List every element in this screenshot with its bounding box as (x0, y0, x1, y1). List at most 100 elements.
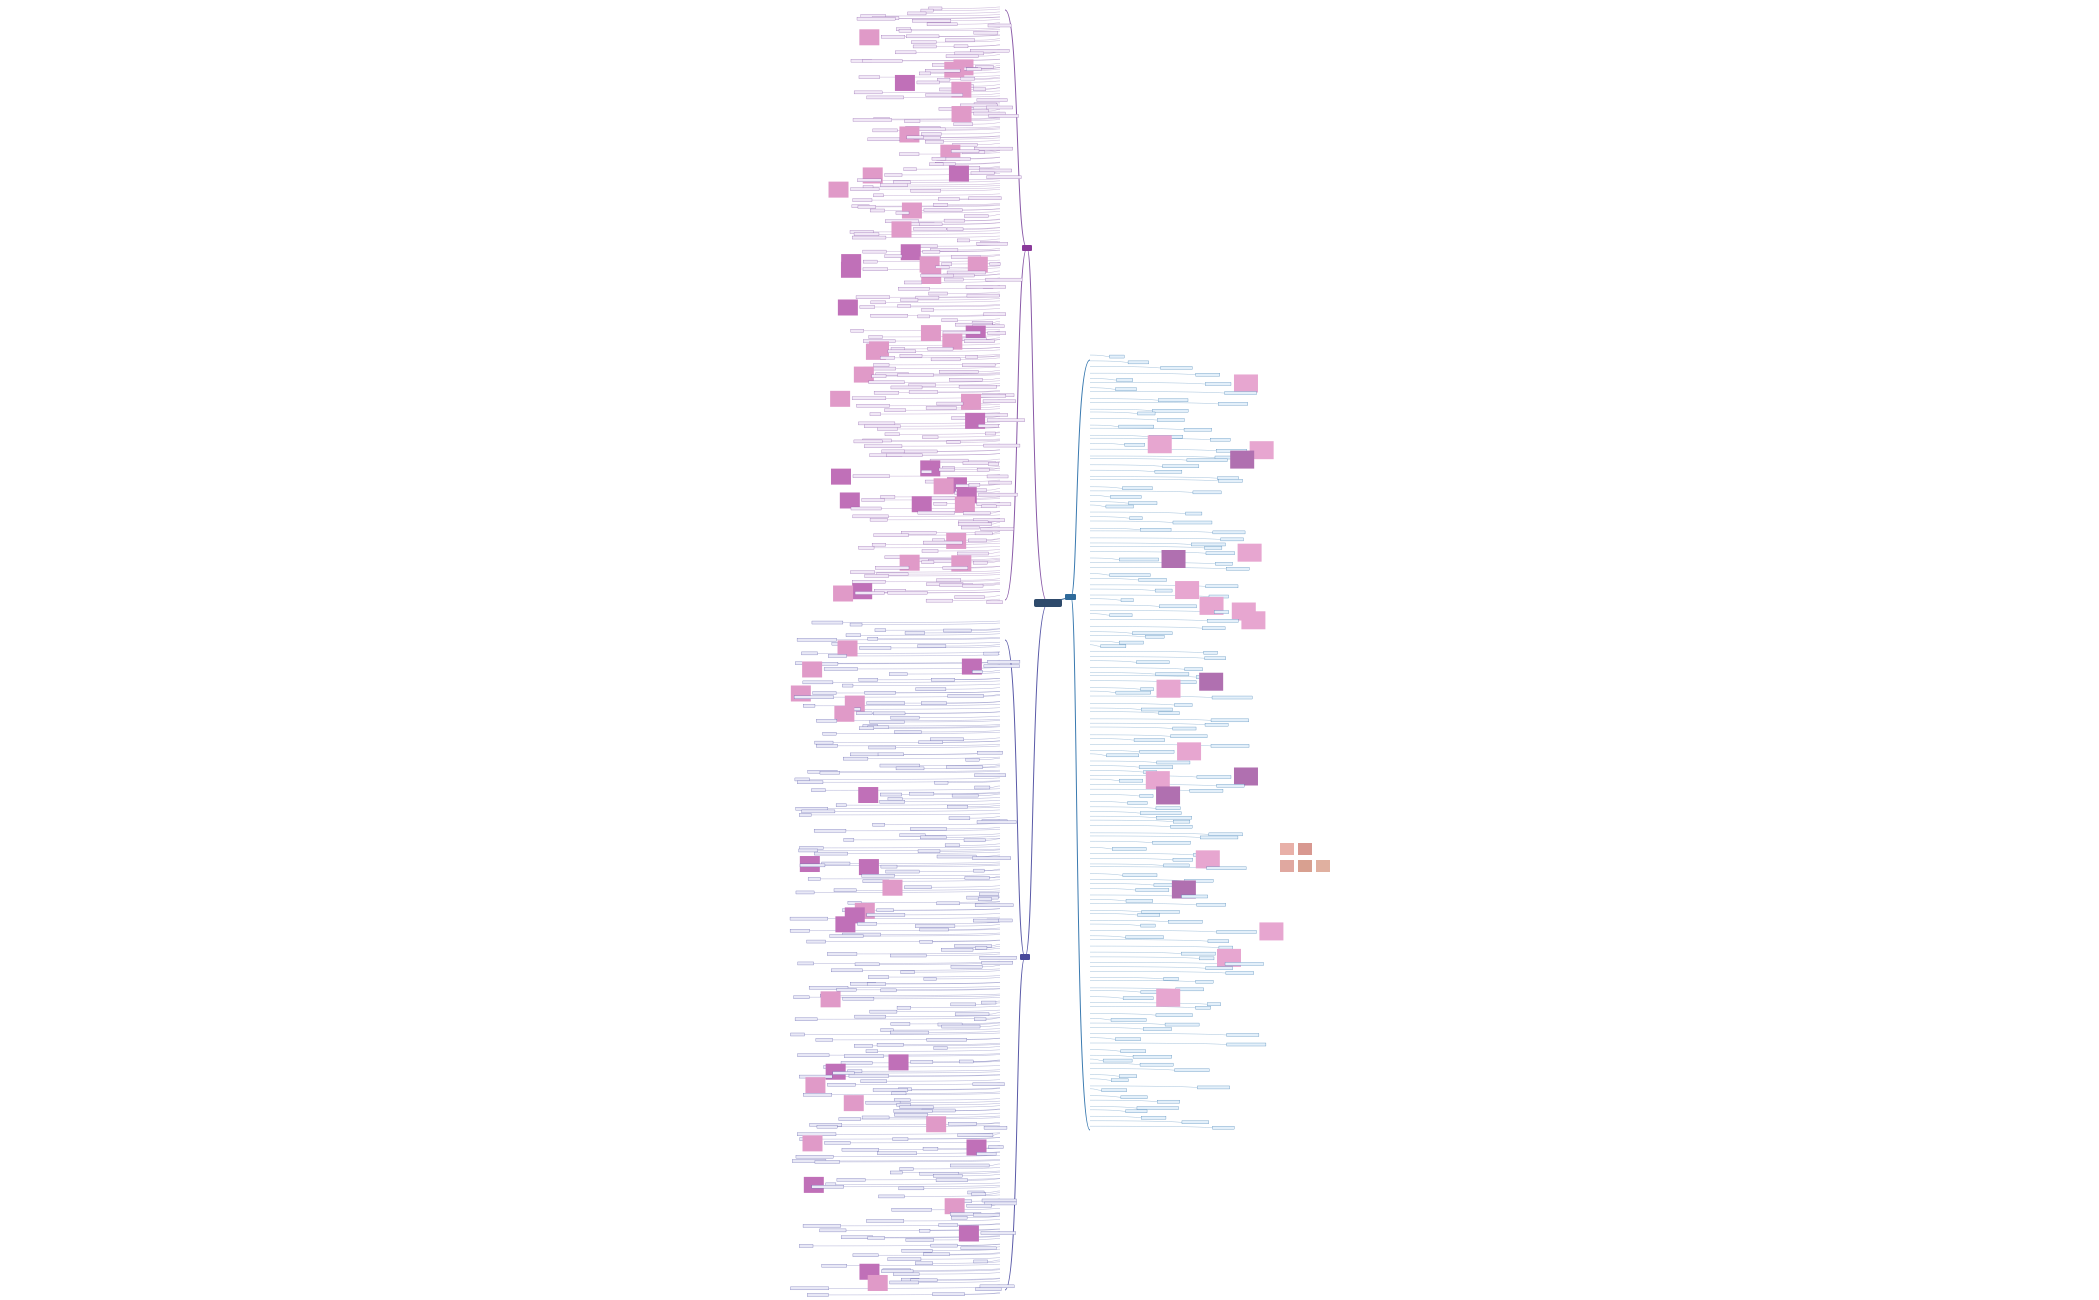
link (831, 1093, 1001, 1095)
node (986, 175, 1022, 179)
link (936, 40, 1001, 43)
node (852, 118, 892, 122)
node (987, 331, 1006, 335)
node (874, 628, 886, 632)
link (840, 1224, 1001, 1227)
link (1089, 398, 1159, 401)
node (857, 178, 882, 182)
node (911, 40, 937, 44)
link (946, 827, 1001, 830)
link (1089, 418, 1158, 421)
link (889, 117, 1001, 120)
link (949, 1252, 1001, 1255)
link (1089, 1085, 1198, 1088)
node (857, 205, 876, 209)
link (1089, 546, 1205, 549)
link (1089, 990, 1141, 993)
node (949, 378, 983, 382)
link (1089, 490, 1193, 493)
node (1207, 1002, 1221, 1006)
node (816, 744, 838, 748)
link (934, 222, 1001, 225)
node (797, 1132, 837, 1136)
node (945, 38, 975, 42)
node (989, 262, 1001, 266)
link (872, 1235, 1001, 1238)
link (889, 474, 1001, 477)
link (910, 180, 1001, 183)
node (853, 439, 883, 444)
link (1089, 935, 1126, 938)
node (854, 1014, 886, 1019)
link (921, 730, 1001, 733)
node (936, 901, 960, 906)
branch-node (1022, 245, 1032, 251)
node (802, 680, 834, 685)
link (1089, 1002, 1208, 1005)
link (1089, 726, 1173, 729)
node (943, 628, 972, 633)
link (1089, 516, 1130, 519)
node (970, 49, 1010, 53)
link (904, 720, 1001, 723)
node (1122, 873, 1158, 877)
node (921, 308, 934, 312)
node (1199, 956, 1215, 961)
node (1120, 1049, 1146, 1053)
node (978, 492, 1018, 497)
node (797, 780, 824, 784)
node (1205, 584, 1239, 589)
node (958, 522, 992, 526)
link (863, 934, 1001, 937)
link (941, 6, 1001, 9)
link (873, 997, 1001, 1000)
node (869, 518, 888, 522)
node (904, 280, 922, 285)
image (865, 343, 886, 360)
node (921, 560, 935, 564)
node (850, 506, 882, 511)
node (1154, 470, 1183, 474)
node (852, 198, 873, 202)
node (988, 114, 1019, 118)
node (1215, 562, 1233, 566)
link (1089, 923, 1141, 926)
link (1089, 971, 1226, 974)
node (829, 934, 864, 938)
link (842, 620, 1001, 623)
node (891, 1208, 932, 1212)
image (940, 144, 961, 161)
link (839, 771, 1001, 773)
node (1183, 428, 1212, 432)
node (841, 1148, 879, 1152)
node (868, 975, 889, 979)
node (799, 1244, 814, 1248)
node (876, 1043, 904, 1047)
node (976, 751, 1003, 755)
node (864, 691, 896, 695)
node (1119, 557, 1159, 562)
link (971, 628, 1001, 631)
node (984, 413, 1008, 417)
link (947, 203, 1001, 206)
node (1105, 504, 1134, 509)
node (887, 1257, 922, 1261)
node (1205, 382, 1232, 386)
link (962, 1022, 1001, 1025)
node (868, 335, 883, 339)
link (937, 1278, 1001, 1281)
node (973, 1213, 1000, 1217)
node (842, 997, 875, 1001)
link (1004, 9, 1028, 249)
link (846, 803, 1001, 806)
link (1089, 360, 1129, 363)
link (950, 19, 1001, 21)
node (987, 23, 1012, 28)
link (875, 982, 1001, 984)
node (987, 660, 1021, 664)
link (962, 540, 1001, 543)
link (1089, 778, 1120, 781)
node (864, 574, 889, 578)
node (1211, 695, 1253, 700)
node (865, 1049, 878, 1053)
